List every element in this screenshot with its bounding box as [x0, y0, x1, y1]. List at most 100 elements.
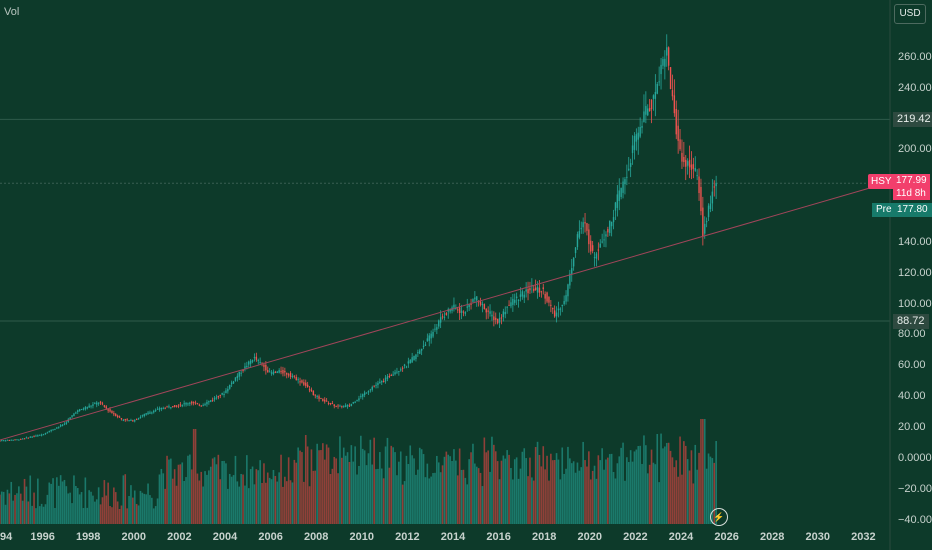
candle-body	[82, 408, 85, 410]
volume-bar	[572, 461, 575, 524]
volume-bar	[534, 447, 537, 524]
volume-bar	[259, 460, 261, 524]
candle-body	[515, 296, 518, 299]
candle-body	[99, 401, 102, 404]
volume-bar	[35, 508, 37, 524]
candle-body	[164, 408, 166, 410]
volume-bar	[382, 478, 385, 524]
candle-body	[267, 370, 269, 373]
candle-body	[31, 436, 33, 438]
volume-bar	[141, 492, 144, 524]
price-axis-tick: −40.00	[898, 513, 932, 526]
candle-body	[246, 366, 248, 368]
volume-bar	[622, 442, 624, 524]
candle-body	[493, 316, 495, 321]
volume-bar	[113, 487, 115, 524]
candle-body	[371, 386, 373, 390]
candle-body	[620, 187, 622, 197]
candle-body	[502, 311, 505, 318]
tradingview-logo-icon[interactable]: ⚡	[710, 508, 728, 526]
time-axis-tick: 2030	[805, 531, 831, 543]
candle-body	[527, 289, 529, 294]
volume-bar	[46, 494, 49, 524]
volume-bar	[219, 479, 222, 524]
volume-bar	[367, 453, 370, 524]
volume-bar	[550, 453, 552, 524]
volume-bar	[301, 452, 303, 524]
volume-bar	[48, 482, 51, 524]
volume-bar	[711, 458, 714, 524]
candle-body	[675, 108, 677, 135]
volume-bar	[365, 465, 368, 524]
candle-body	[656, 84, 658, 94]
candle-body	[603, 239, 605, 241]
candle-body	[715, 183, 717, 187]
candle-body	[474, 297, 476, 300]
volume-bar	[33, 492, 35, 524]
candle-body	[4, 440, 7, 442]
candle-body	[137, 417, 140, 420]
volume-bar	[145, 494, 147, 524]
volume-bar	[19, 493, 22, 524]
candle-body	[242, 369, 244, 371]
volume-bar	[221, 461, 223, 524]
volume-bar	[542, 446, 545, 524]
volume-bar	[327, 447, 330, 524]
candle-body	[544, 294, 546, 299]
candle-body	[428, 335, 430, 341]
candle-body	[293, 375, 296, 377]
volume-bar	[586, 466, 588, 524]
candle-body	[305, 382, 307, 386]
candle-body	[639, 127, 641, 137]
candle-body	[561, 304, 563, 307]
candle-body	[563, 301, 565, 305]
candle-body	[143, 414, 145, 417]
candle-body	[211, 399, 214, 401]
candle-body	[436, 327, 438, 330]
candle-body	[348, 405, 351, 407]
volume-bar	[411, 455, 413, 524]
volume-bar	[156, 498, 159, 524]
candle-body	[618, 190, 620, 201]
candle-body	[438, 320, 440, 327]
volume-bar	[675, 460, 678, 524]
candle-body	[286, 372, 288, 375]
candle-body	[654, 91, 657, 99]
volume-bar	[502, 455, 505, 524]
volume-bar	[287, 457, 290, 524]
volume-bar	[493, 444, 495, 524]
candle-body	[265, 364, 267, 371]
volume-bar	[472, 443, 474, 524]
volume-indicator-label[interactable]: Vol	[4, 6, 20, 18]
candle-body	[103, 405, 106, 407]
volume-bar	[242, 474, 244, 524]
volume-bar	[94, 501, 96, 524]
volume-bar	[173, 469, 176, 524]
candle-body	[71, 415, 73, 417]
candle-body	[2, 440, 5, 442]
candle-body	[705, 221, 708, 223]
candle-body	[458, 307, 461, 313]
volume-bar	[31, 505, 33, 524]
candle-body	[698, 176, 700, 194]
currency-button[interactable]: USD	[894, 4, 926, 24]
volume-bar	[265, 482, 267, 524]
volume-bar	[656, 433, 659, 524]
candle-body	[517, 299, 520, 301]
candle-body	[65, 422, 68, 424]
volume-bar	[192, 429, 195, 524]
candle-body	[306, 384, 309, 388]
candle-body	[637, 132, 639, 140]
volume-bar	[508, 454, 510, 524]
volume-bar	[567, 446, 569, 524]
trendline[interactable]	[0, 182, 887, 441]
volume-bar	[460, 469, 463, 524]
time-axis-tick: 94	[0, 531, 13, 543]
volume-bar	[21, 500, 24, 524]
volume-bar	[504, 458, 507, 524]
candle-body	[424, 344, 427, 346]
volume-bar	[75, 485, 77, 524]
candle-body	[641, 125, 643, 128]
candle-body	[660, 64, 662, 75]
